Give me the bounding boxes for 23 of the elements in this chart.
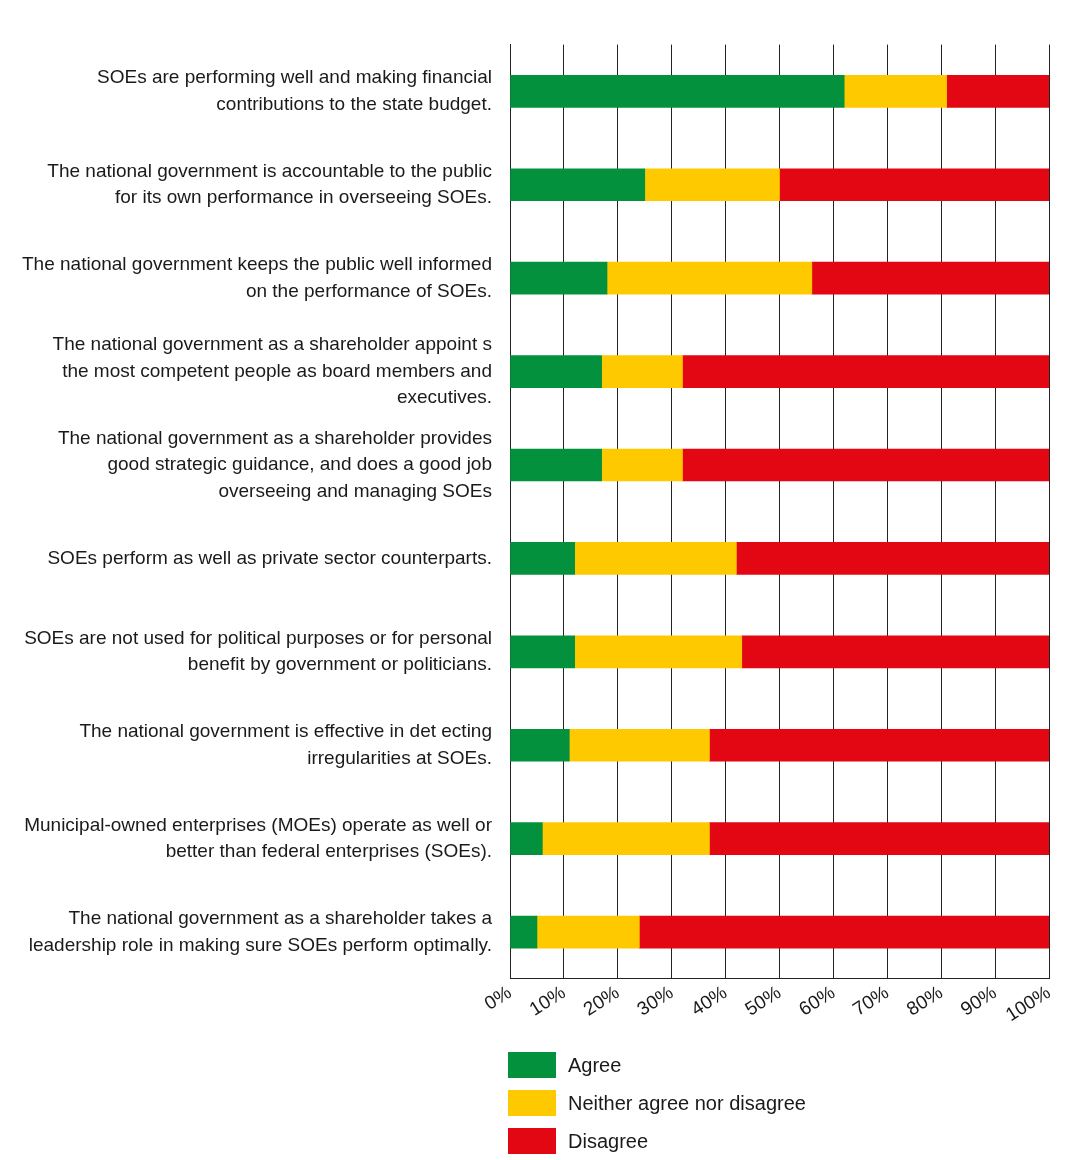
y-tick-label: The national government as a shareholder takes a leadership role in making sure SOEs perform optimally. — [28, 906, 493, 955]
y-tick-label: The national government keeps the public well informed on the performance of SOEs. — [22, 253, 492, 301]
x-tick-label: 0% — [480, 981, 516, 1014]
y-tick-label: SOEs are not used for political purposes or for personal benefit by government or politicians. — [24, 626, 492, 675]
legend-label: Agree — [568, 1053, 622, 1077]
x-tick-label: 70% — [848, 981, 893, 1020]
x-tick-label: 60% — [794, 981, 839, 1020]
y-tick-label: The national government is effective in det ecting irregularities at SOEs. — [79, 720, 492, 768]
x-tick-label: 20% — [579, 981, 623, 1020]
x-tick-label: 10% — [525, 981, 569, 1020]
x-tick-label: 80% — [902, 981, 947, 1020]
x-tick-label: 40% — [687, 981, 731, 1020]
y-tick-label: SOEs perform as well as private sector counterparts. — [47, 546, 492, 568]
x-tick-label: 30% — [633, 981, 677, 1020]
x-tick-label: 50% — [741, 981, 785, 1020]
x-tick-label: 90% — [956, 981, 1001, 1020]
y-tick-label: Municipal-owned enterprises (MOEs) operate as well or better than federal enterprises (SOEs). — [24, 813, 493, 862]
y-tick-label: SOEs are performing well and making financial contributions to the state budget. — [97, 66, 492, 114]
y-tick-label: The national government as a shareholder appoint s the most competent people as board members and executives. — [52, 333, 492, 408]
y-tick-label: The national government is accountable to the public for its own performance in overseeing SOEs. — [47, 159, 492, 208]
legend-label: Disagree — [568, 1129, 649, 1153]
y-tick-label: The national government as a shareholder provides good strategic guidance, and does a good job overseeing and managing SOEs — [57, 426, 492, 501]
legend-label: Neither agree nor disagree — [568, 1091, 806, 1115]
